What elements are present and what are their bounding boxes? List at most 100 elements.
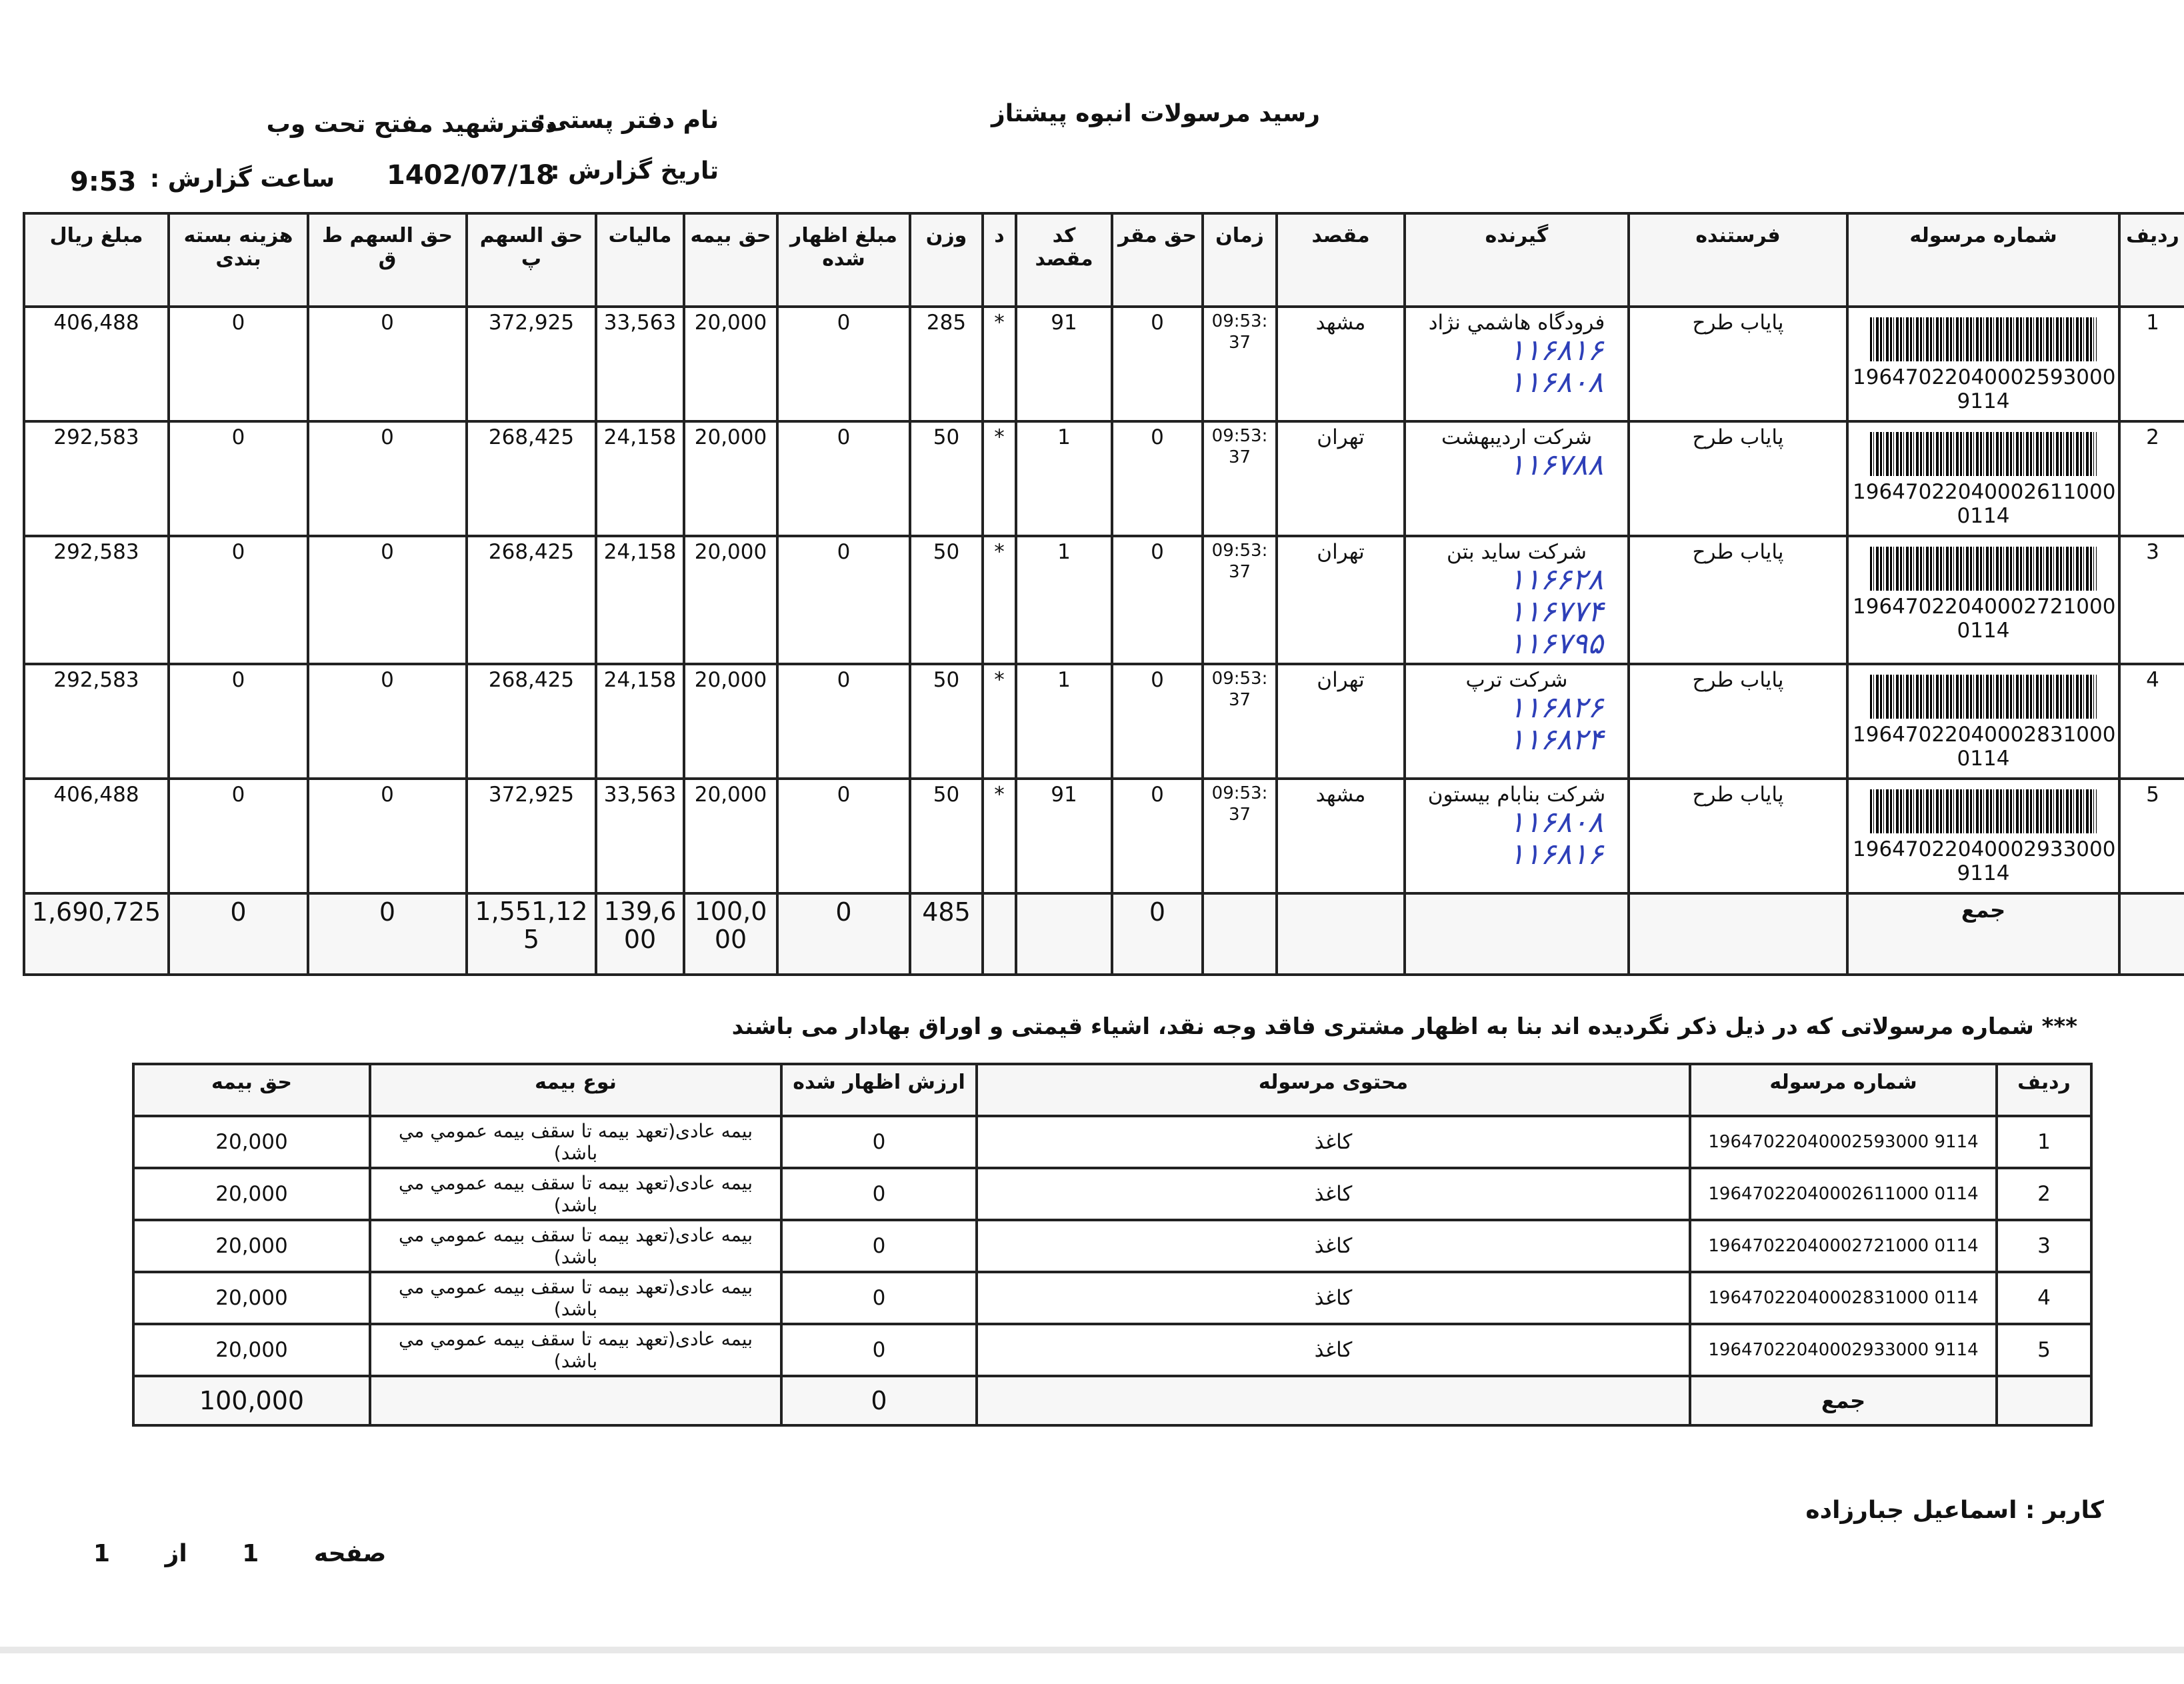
handwritten-note: ۱۱۶۸۱۶ (1509, 837, 1603, 871)
insurance-table: ردیف شماره مرسوله محتوی مرسوله ارزش اظهار ش… (132, 1063, 2093, 1427)
total-declared: 0 (776, 892, 911, 976)
insurance-cell: 20,000 (132, 1271, 371, 1325)
user-info: کاربر : اسماعیل جبارزاده (1805, 1497, 2104, 1524)
time-cell: 09:53:37 (1201, 420, 1278, 537)
sender-cell: پایاب طرح (1627, 420, 1849, 537)
tracking-number: 19647022040002831000 (1853, 723, 2116, 747)
empty-cell (369, 1375, 783, 1427)
total-tax: 139,600 (595, 892, 685, 976)
declared-cell: 0 (780, 1219, 978, 1273)
share-p-cell: 268,425 (465, 420, 597, 537)
total-weight: 485 (909, 892, 984, 976)
d-cell: * (981, 305, 1017, 423)
column-header: هزینه بسته بندی (167, 212, 309, 308)
column-header: فرستنده (1627, 212, 1849, 308)
handwritten-note: ۱۱۶۷۷۴ (1509, 595, 1603, 629)
total-packing: 0 (167, 892, 309, 976)
tracking-suffix: 9114 (1957, 861, 2010, 885)
time-cell: 09:53:37 (1201, 663, 1278, 780)
shipments-table: ردیف شماره مرسوله فرستنده گیرنده مقصد زمان حق … (23, 212, 2184, 976)
handwritten-note: ۱۱۶۷۸۸ (1509, 448, 1603, 482)
destination-cell: تهران (1275, 663, 1406, 780)
share-p-cell: 268,425 (465, 663, 597, 780)
content-cell: کاغذ (975, 1323, 1691, 1377)
column-header: د (981, 212, 1017, 308)
time-cell: 09:53:37 (1201, 777, 1278, 895)
handwritten-note: ۱۱۶۸۲۴ (1509, 723, 1603, 757)
page-current: 1 (242, 1540, 259, 1567)
handwritten-note: ۱۱۶۸۰۸ (1509, 365, 1603, 399)
empty-cell (975, 1375, 1691, 1427)
d-cell: * (981, 420, 1017, 537)
radif-cell: 5 (2118, 777, 2184, 895)
weight-cell: 50 (909, 663, 984, 780)
amount-cell: 292,583 (23, 663, 170, 780)
page-label: صفحه (313, 1540, 387, 1567)
destination-cell: مشهد (1275, 305, 1406, 423)
amount-cell: 292,583 (23, 535, 170, 665)
share-tq-cell: 0 (307, 305, 468, 423)
ins-type-cell: بیمه عادی(تعهد بیمه تا سقف بیمه عمومي مي… (369, 1115, 783, 1169)
empty-cell (1275, 892, 1406, 976)
radif-cell: 2 (1995, 1167, 2093, 1221)
empty-cell (1201, 892, 1278, 976)
declared-cell: 0 (776, 420, 911, 537)
haq-maqar-cell: 0 (1111, 777, 1204, 895)
column-header: نوع بیمه (369, 1063, 783, 1117)
column-header: کد مقصد (1015, 212, 1113, 308)
column-header: حق السهم ط ق (307, 212, 468, 308)
insurance-cell: 20,000 (132, 1219, 371, 1273)
weight-cell: 50 (909, 420, 984, 537)
table-row: 2 19647022040002611000 0114 کاغذ 0 بیمه عادی… (132, 1167, 2093, 1221)
handwritten-note: ۱۱۶۶۲۸ (1509, 563, 1603, 597)
time-cell: 09:53:37 (1201, 305, 1278, 423)
handwritten-note: ۱۱۶۸۲۶ (1509, 691, 1603, 725)
total-share-p: 1,551,125 (465, 892, 597, 976)
empty-cell (1403, 892, 1630, 976)
amount-cell: 292,583 (23, 420, 170, 537)
radif-cell: 4 (1995, 1271, 2093, 1325)
column-header: ردیف (2118, 212, 2184, 308)
empty-cell (1627, 892, 1849, 976)
total-row: جمع 0 485 0 100,000 139,600 1,551,125 0 0 1,690,7… (23, 892, 2184, 976)
tracking-suffix: 0114 (1957, 619, 2010, 643)
ins-type-cell: بیمه عادی(تعهد بیمه تا سقف بیمه عمومي مي… (369, 1219, 783, 1273)
radif-cell: 4 (2118, 663, 2184, 780)
declared-cell: 0 (780, 1167, 978, 1221)
column-header: ارزش اظهار شده (780, 1063, 978, 1117)
radif-cell: 1 (2118, 305, 2184, 423)
destination-cell: تهران (1275, 535, 1406, 665)
dest-code-cell: 91 (1015, 305, 1113, 423)
share-tq-cell: 0 (307, 663, 468, 780)
insurance-cell: 20,000 (132, 1115, 371, 1169)
table-row: 4 19647022040002831000 0114 پایاب طرح شرکت ت… (23, 663, 2184, 780)
insurance-cell: 20,000 (683, 663, 779, 780)
tracking-number: 19647022040002593000 (1853, 365, 2116, 389)
column-header: شماره مرسوله (1689, 1063, 1998, 1117)
time-cell: 09:53:37 (1201, 535, 1278, 665)
radif-cell: 3 (1995, 1219, 2093, 1273)
insurance-cell: 20,000 (683, 420, 779, 537)
table-row: 3 19647022040002721000 0114 کاغذ 0 بیمه عادی… (132, 1219, 2093, 1273)
table-row: 2 19647022040002611000 0114 پایاب طرح شرکت ا… (23, 420, 2184, 537)
tax-cell: 33,563 (595, 305, 685, 423)
share-tq-cell: 0 (307, 420, 468, 537)
table-row: 5 19647022040002933000 9114 پایاب طرح شرکت ب… (23, 777, 2184, 895)
empty-cell (1995, 1375, 2093, 1427)
table-row: 3 19647022040002721000 0114 پایاب طرح شرکت س… (23, 535, 2184, 665)
total-row: جمع 0 100,000 (132, 1375, 2093, 1427)
tracking-cell: 19647022040002593000 9114 (1846, 305, 2121, 423)
insurance-cell: 20,000 (683, 305, 779, 423)
column-header: گیرنده (1403, 212, 1630, 308)
declared-cell: 0 (780, 1271, 978, 1325)
column-header: وزن (909, 212, 984, 308)
page-total: 1 (93, 1540, 111, 1567)
sender-cell: پایاب طرح (1627, 535, 1849, 665)
tracking-number: 19647022040002721000 (1853, 595, 2116, 619)
tracking-cell: 19647022040002933000 9114 (1689, 1323, 1998, 1377)
radif-cell: 3 (2118, 535, 2184, 665)
date-value: 1402/07/18 (387, 160, 555, 191)
total-declared: 0 (780, 1375, 978, 1427)
content-cell: کاغذ (975, 1271, 1691, 1325)
ins-type-cell: بیمه عادی(تعهد بیمه تا سقف بیمه عمومي مي… (369, 1271, 783, 1325)
